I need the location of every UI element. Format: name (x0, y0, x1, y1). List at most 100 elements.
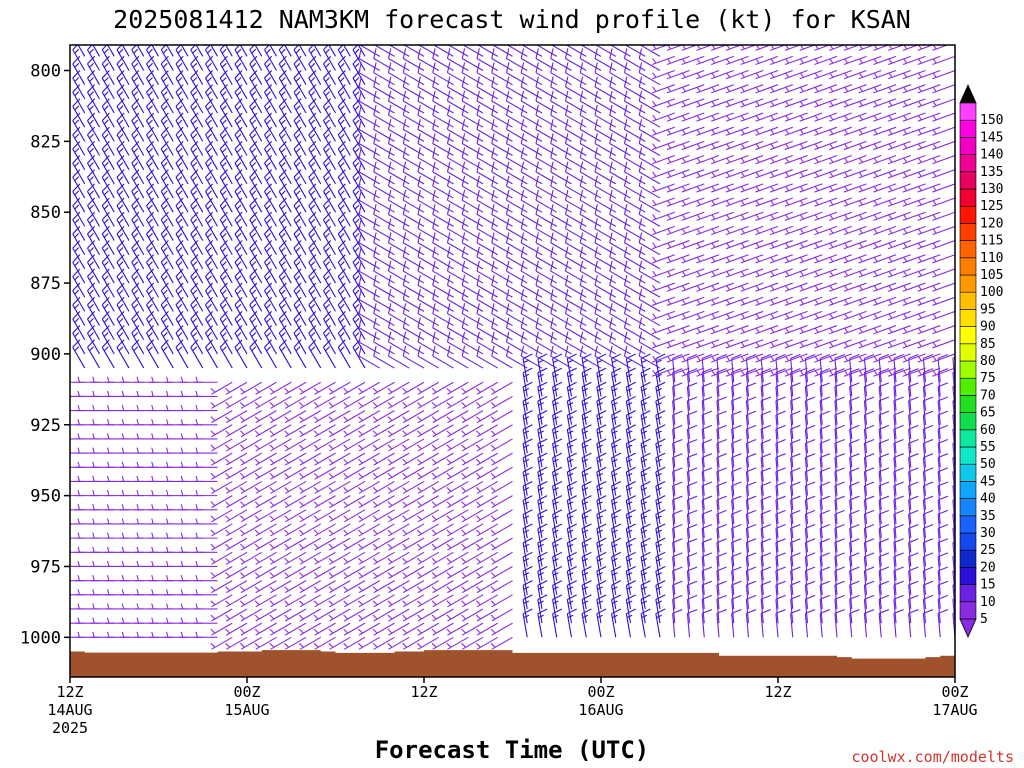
wind-barb (101, 98, 115, 128)
colorbar-tick-label: 5 (980, 612, 988, 627)
wind-barb (308, 211, 322, 241)
wind-barb (328, 466, 351, 480)
wind-barb (210, 452, 233, 466)
wind-barb (210, 509, 233, 523)
wind-barb (131, 155, 145, 185)
wind-barb (323, 310, 336, 341)
colorbar-tick-label: 30 (980, 526, 996, 541)
colorbar-swatch (959, 154, 977, 173)
wind-barb (219, 126, 233, 156)
wind-barb (205, 126, 218, 156)
wind-barb (357, 395, 381, 409)
wind-barb (343, 395, 366, 409)
wind-barb (219, 197, 233, 227)
x-tick-label: 00Z (587, 683, 614, 701)
wind-barb (387, 580, 410, 594)
x-tick-label: 2025 (52, 719, 88, 737)
wind-barb (278, 169, 292, 199)
wind-barb (101, 339, 115, 369)
wind-barb (337, 45, 351, 71)
wind-barb (254, 466, 277, 480)
wind-barb (58, 14, 70, 42)
wind-barb (101, 183, 115, 213)
wind-barb (357, 452, 381, 466)
wind-barb (160, 45, 174, 71)
wind-barb (372, 480, 395, 494)
wind-barb (343, 565, 366, 579)
wind-barb (269, 523, 292, 537)
wind-barb (357, 622, 381, 636)
wind-barb (293, 296, 307, 326)
wind-barb (372, 466, 395, 480)
wind-barb (219, 140, 233, 170)
wind-barb (387, 119, 410, 142)
wind-barb (402, 622, 425, 636)
wind-barb (234, 268, 248, 298)
wind-barb (160, 126, 174, 156)
wind-barb (308, 55, 322, 85)
wind-barb (313, 565, 336, 579)
wind-barb (358, 90, 381, 114)
wind-barb (72, 140, 86, 170)
wind-barb (70, 267, 71, 269)
wind-barb (234, 211, 248, 241)
wind-barb (151, 45, 159, 57)
wind-barb (417, 104, 440, 128)
wind-barb (180, 45, 189, 57)
wind-barb (205, 310, 218, 341)
wind-barb (264, 240, 277, 270)
colorbar-tick-label: 20 (980, 560, 996, 575)
wind-barb (402, 317, 425, 341)
wind-barb (417, 147, 440, 171)
colorbar-tick-label: 125 (980, 199, 1003, 214)
wind-barb (387, 147, 410, 171)
wind-barb (225, 622, 248, 636)
y-tick-label: 800 (30, 62, 61, 82)
wind-barb (264, 197, 277, 227)
wind-barb (337, 155, 351, 185)
wind-barb (210, 495, 233, 509)
wind-barb (343, 480, 366, 494)
wind-barb (46, 618, 70, 624)
wind-barb (234, 339, 248, 369)
wind-barb (193, 489, 218, 497)
y-tick-label: 1000 (20, 628, 61, 648)
wind-barb (254, 636, 277, 650)
wind-barb (402, 104, 425, 128)
wind-barb (387, 424, 410, 438)
wind-barb (146, 70, 159, 100)
wind-barb (298, 622, 322, 636)
wind-barb (313, 622, 336, 636)
wind-barb (254, 395, 277, 409)
wind-barb (387, 509, 410, 523)
wind-barb (160, 225, 174, 255)
credit-link[interactable]: coolwx.com/modelts (851, 748, 1014, 766)
wind-barb (357, 565, 381, 579)
wind-barb (337, 296, 351, 326)
wind-barb (269, 45, 277, 57)
wind-barb (131, 254, 145, 284)
wind-barb (70, 324, 71, 326)
wind-barb (298, 565, 322, 579)
wind-barb (70, 196, 71, 199)
wind-barb (131, 296, 145, 326)
wind-barb (225, 509, 248, 523)
wind-barb (160, 84, 174, 114)
wind-barb (225, 438, 248, 452)
wind-barb (219, 310, 233, 341)
wind-barb (249, 183, 263, 213)
wind-barb (146, 325, 159, 355)
wind-barb (313, 537, 336, 551)
wind-barb (264, 310, 277, 341)
wind-barb (343, 452, 366, 466)
wind-barb (387, 260, 410, 284)
wind-barb (160, 112, 174, 142)
wind-barb (101, 126, 115, 156)
wind-barb (193, 631, 218, 638)
wind-barb (308, 325, 322, 355)
wind-barb (323, 84, 336, 114)
colorbar-swatch (959, 567, 977, 585)
wind-barb (358, 260, 381, 284)
y-tick-label: 950 (30, 487, 61, 507)
